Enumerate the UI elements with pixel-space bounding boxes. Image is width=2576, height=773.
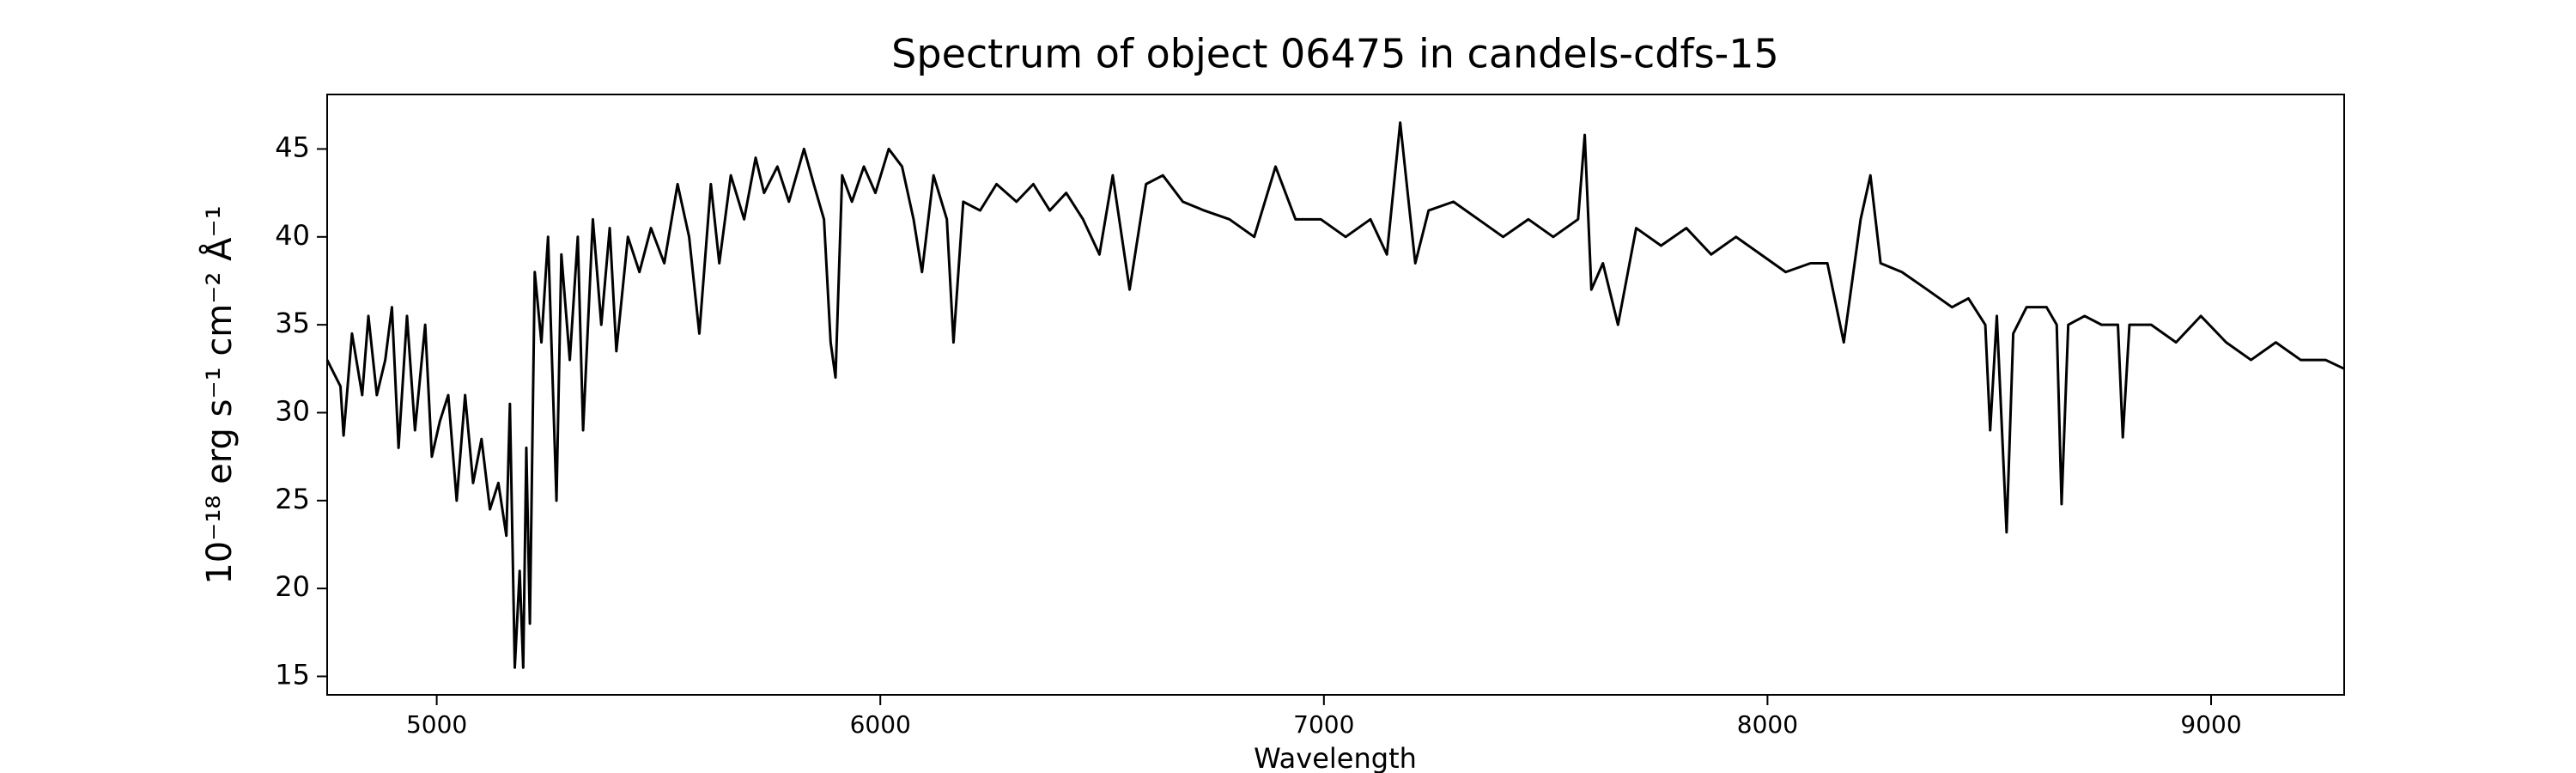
y-tick-label: 20 [275, 570, 310, 603]
x-tick-label: 7000 [1293, 710, 1354, 739]
spectrum-line [325, 121, 2345, 669]
x-axis-label: Wavelength [1254, 742, 1417, 773]
x-tick-label: 9000 [2180, 710, 2241, 739]
y-axis-label: 10⁻¹⁸ erg s⁻¹ cm⁻² Å⁻¹ [198, 205, 240, 584]
y-tick-label: 40 [275, 219, 310, 252]
y-tick-label: 35 [275, 307, 310, 339]
y-tick-label: 45 [275, 131, 310, 163]
y-tick-label: 30 [275, 394, 310, 427]
y-tick-label: 25 [275, 483, 310, 515]
x-tick-label: 5000 [406, 710, 467, 739]
x-tick-label: 8000 [1737, 710, 1798, 739]
x-tick-label: 6000 [850, 710, 911, 739]
chart-title: Spectrum of object 06475 in candels-cdfs… [891, 31, 1779, 77]
plot-frame [326, 94, 2345, 696]
y-tick-label: 15 [275, 659, 310, 691]
